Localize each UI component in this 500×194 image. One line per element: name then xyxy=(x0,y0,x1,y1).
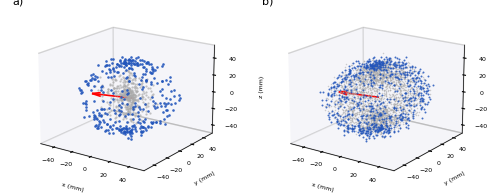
Y-axis label: y (mm): y (mm) xyxy=(194,171,216,186)
X-axis label: x (mm): x (mm) xyxy=(311,182,334,193)
Text: a): a) xyxy=(12,0,24,6)
X-axis label: x (mm): x (mm) xyxy=(61,182,84,193)
Text: b): b) xyxy=(262,0,274,6)
Y-axis label: y (mm): y (mm) xyxy=(444,171,466,186)
